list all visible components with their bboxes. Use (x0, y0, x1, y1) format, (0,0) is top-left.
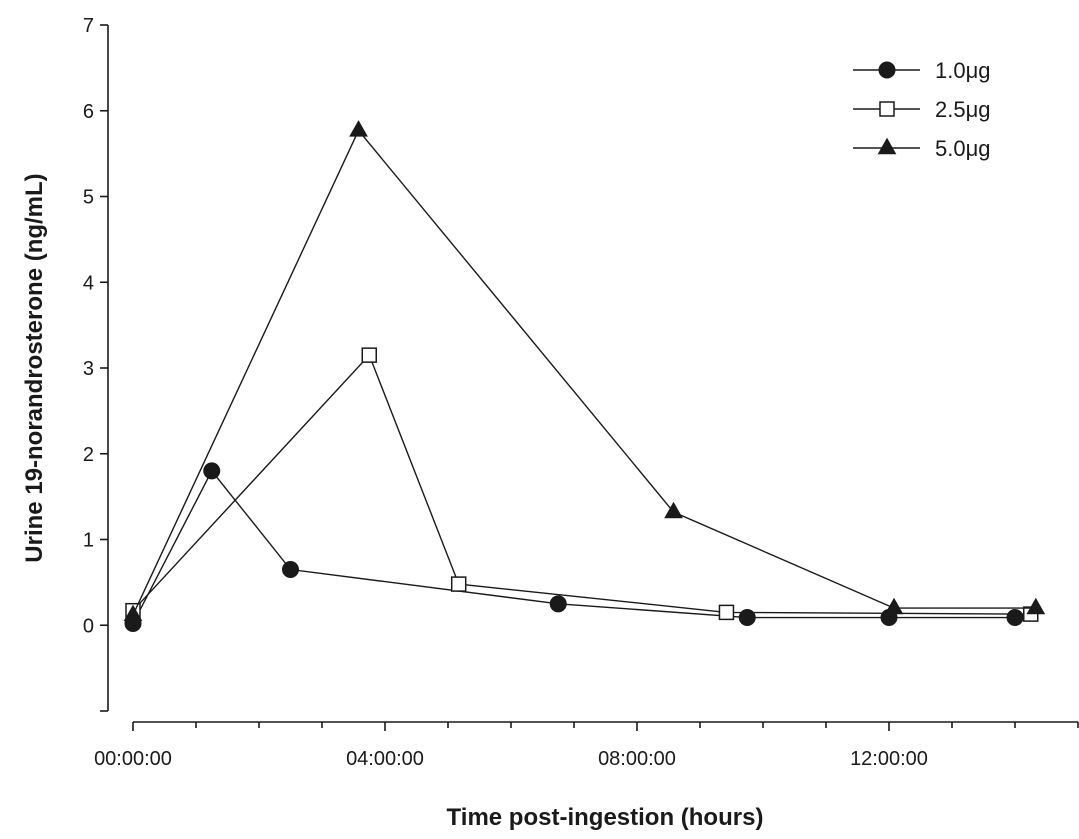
data-point (450, 576, 467, 592)
legend-label: 5.0μg (935, 136, 991, 161)
data-point (884, 597, 904, 615)
legend-label: 1.0μg (935, 58, 991, 83)
data-point (1006, 609, 1024, 627)
legend-marker (879, 101, 895, 117)
y-tick-label: 6 (83, 101, 94, 123)
data-point (664, 501, 683, 519)
y-tick-label: 7 (83, 15, 94, 37)
legend-marker (877, 137, 897, 155)
data-point (282, 561, 299, 579)
data-point (549, 595, 567, 613)
x-ticks: 00:00:00 04:00:00 08:00:00 12:00:00 (94, 722, 1079, 770)
y-tick-label: 0 (83, 615, 94, 637)
axes: 0 1 2 3 4 5 6 7 00:00:00 04:00:00 08:00:00 12:00:0… (83, 15, 1079, 770)
y-axis-title: Urine 19-norandrosterone (ng/mL) (21, 173, 48, 562)
y-tick-label: 4 (83, 272, 94, 294)
legend: 1.0μg 2.5μg 5.0μg (853, 58, 991, 161)
y-tick-label: 3 (83, 358, 94, 380)
legend-item: 2.5μg (853, 97, 991, 122)
legend-item: 1.0μg (853, 58, 991, 83)
x-tick-label: 08:00:00 (598, 748, 676, 770)
series-line (132, 469, 1015, 624)
y-tick-label: 2 (83, 444, 94, 466)
data-point (203, 462, 221, 480)
legend-item: 5.0μg (853, 136, 991, 161)
legend-label: 2.5μg (935, 97, 991, 122)
data-point (718, 604, 735, 621)
x-tick-label: 04:00:00 (346, 748, 424, 770)
data-point (738, 609, 756, 627)
series-2 (125, 347, 1039, 622)
x-tick-label: 00:00:00 (94, 748, 172, 770)
legend-marker (878, 61, 896, 79)
x-tick-label: 12:00:00 (850, 748, 928, 770)
series-line (132, 353, 1031, 615)
y-ticks: 0 1 2 3 4 5 6 7 (83, 15, 108, 712)
data-point (123, 604, 143, 622)
series-layer (123, 120, 1046, 633)
y-tick-label: 5 (83, 187, 94, 209)
y-tick-label: 1 (83, 530, 94, 552)
data-point (1026, 597, 1046, 615)
data-point (349, 120, 368, 137)
series-3 (123, 120, 1046, 622)
data-point (361, 347, 377, 363)
x-axis-title: Time post-ingestion (hours) (447, 804, 764, 831)
